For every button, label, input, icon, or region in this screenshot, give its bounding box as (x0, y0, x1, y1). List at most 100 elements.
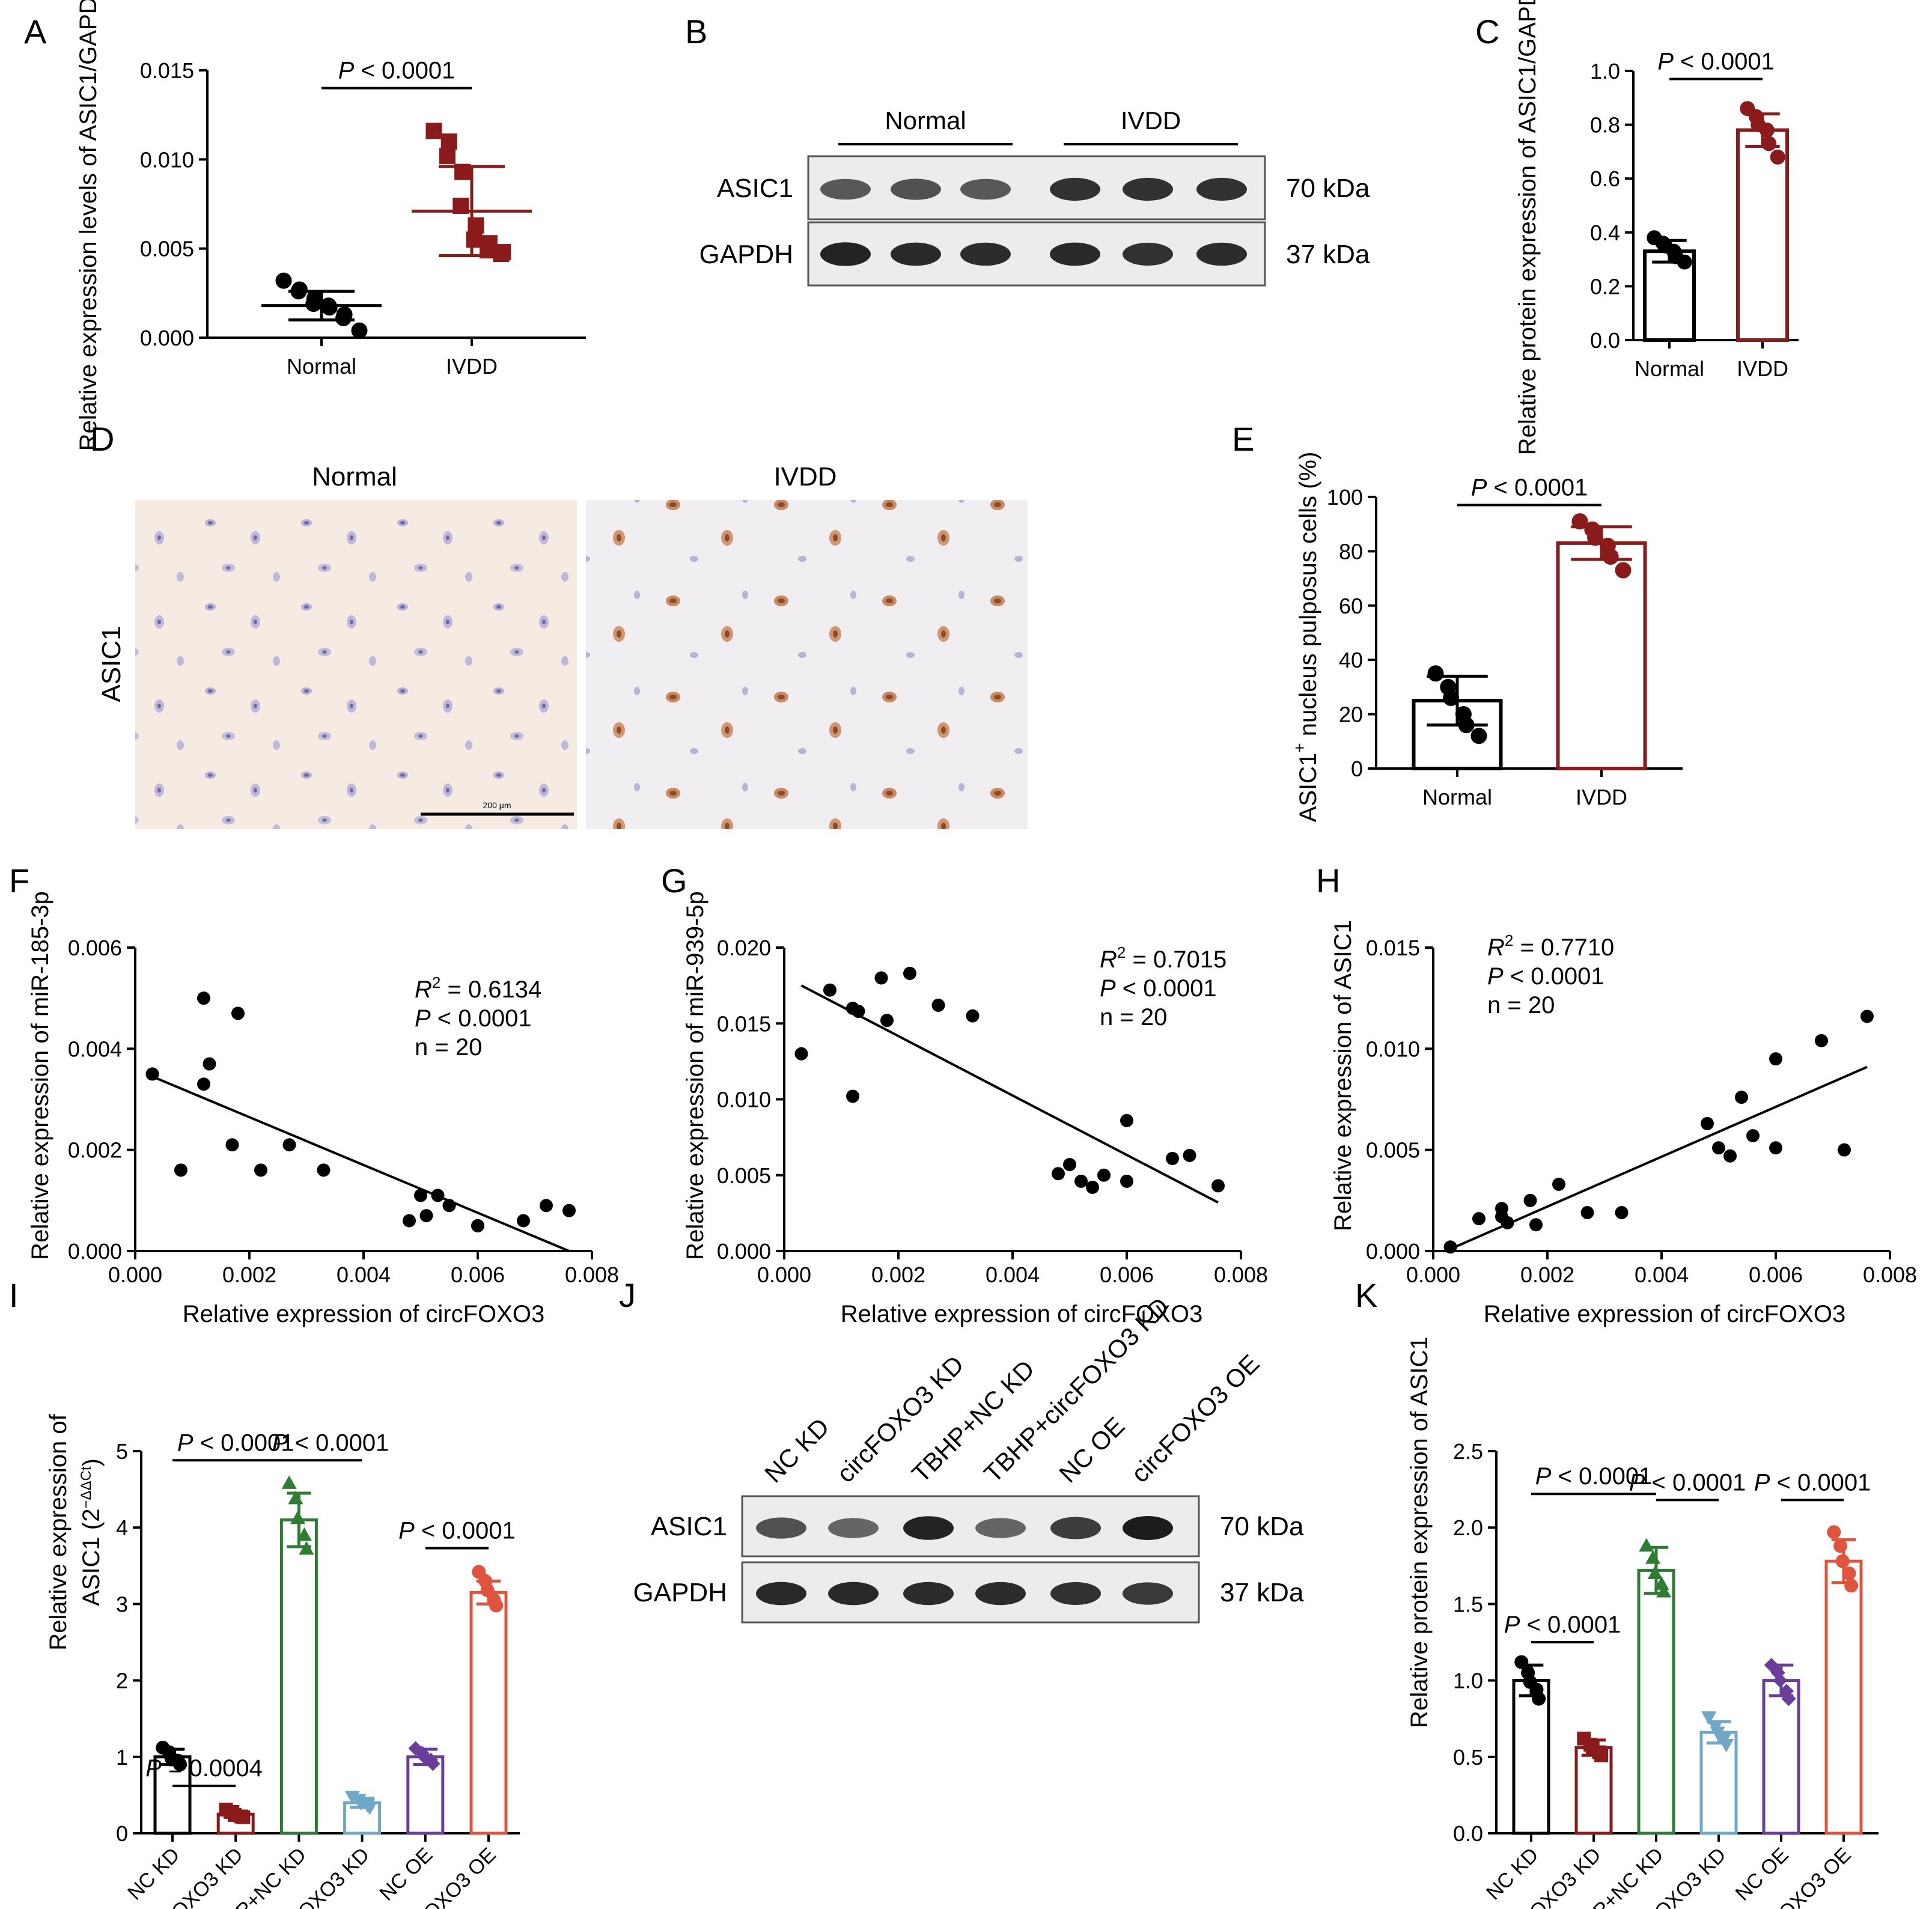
bar (1699, 1731, 1738, 1835)
blot-bands (820, 177, 1247, 266)
row-label-gapdh: GAPDH (699, 240, 793, 269)
y-tick-label: 0.010 (140, 147, 194, 172)
column-label-ivdd: IVDD (773, 462, 836, 492)
panel-label: H (1316, 862, 1340, 900)
y-tick-label: 0.015 (717, 1011, 771, 1036)
regression-line (800, 984, 1219, 1204)
panel-label: E (1232, 420, 1254, 458)
regression-line (151, 1075, 570, 1252)
data-point (1764, 1658, 1779, 1673)
y-axis-label-unit: ASIC1 (2−ΔΔCt) (78, 1458, 105, 1606)
data-point (493, 246, 510, 263)
significance-label: P < 0.0001 (272, 1429, 389, 1456)
x-tick-label: 0.006 (1100, 1262, 1154, 1287)
y-axis-label: Relative expression of miR-939-5p (682, 891, 709, 1260)
y-tick-label: 80 (1339, 539, 1363, 564)
y-axis-label: Relative expression levels of ASIC1/GAPD… (75, 0, 102, 451)
data-point (236, 1810, 251, 1824)
data-point (299, 1541, 314, 1555)
y-tick-label: 2 (116, 1669, 128, 1693)
bar (1762, 1679, 1800, 1835)
blot-band (1050, 1517, 1101, 1539)
y-tick-label: 0.2 (1590, 274, 1620, 299)
data-point (1615, 1206, 1629, 1220)
y-tick-label: 0.000 (68, 1239, 122, 1264)
data-point (1615, 562, 1632, 579)
x-tick-label: 0.002 (871, 1262, 925, 1287)
data-point (1719, 1738, 1734, 1753)
data-point (468, 217, 484, 234)
category-label: IVDD (1576, 785, 1627, 809)
category-label: NC OE (375, 1844, 437, 1905)
y-tick-label: 60 (1339, 594, 1363, 618)
blot-band (891, 242, 941, 266)
y-tick-label: 0.5 (1453, 1745, 1483, 1770)
data-point (517, 1214, 530, 1228)
data-point (1827, 1525, 1841, 1539)
data-point (1701, 1116, 1714, 1130)
data-point (540, 1199, 553, 1213)
y-axis-label: Relative expression of (45, 1413, 72, 1650)
category-label: NC KD (1482, 1844, 1543, 1905)
panel-b: B Normal IVDD ASIC1 GAPDH 70 kDa 37 kDa (685, 13, 1370, 287)
p-value-label: P < 0.0001 (415, 1005, 532, 1032)
bar (1643, 249, 1696, 342)
data-point (1120, 1113, 1133, 1127)
data-point (1472, 1212, 1486, 1226)
bar (1736, 128, 1789, 342)
y-axis-label: ASIC1+ nucleus pulposus cells (%) (1290, 452, 1321, 823)
data-point (472, 1565, 486, 1579)
blot-band (820, 242, 871, 266)
y-tick-label: 0.000 (1366, 1239, 1420, 1264)
category-label: NC KD (123, 1844, 184, 1905)
data-point (197, 991, 210, 1005)
data-point (480, 1583, 495, 1598)
y-tick-label: 1 (116, 1745, 128, 1770)
panel-label: F (9, 862, 29, 900)
data-point (281, 1475, 297, 1489)
plot-C: 0.0 0.2 0.4 0.6 0.8 1.0 Normal IVDD P < 0.0001 (1590, 48, 1799, 381)
blot-band (1123, 1516, 1173, 1540)
y-tick-label: 0.4 (1590, 221, 1620, 245)
data-point (431, 1189, 445, 1202)
data-point (1552, 1177, 1565, 1191)
data-point (296, 1527, 312, 1541)
blot-strip-gapdh (807, 221, 1266, 287)
data-point (1833, 1539, 1848, 1553)
panel-f: F Relative expression of miR-185-3p Rela… (9, 862, 544, 1327)
data-point (1211, 1179, 1225, 1193)
data-point (1645, 1550, 1661, 1564)
y-axis-label: Relative expression of miR-185-3p (27, 891, 53, 1260)
data-point (880, 1014, 894, 1028)
x-tick-label: 0.006 (451, 1262, 505, 1287)
data-point (1532, 1691, 1546, 1706)
bar (1512, 1679, 1550, 1835)
data-point (453, 197, 469, 214)
data-point (197, 1077, 210, 1091)
y-tick-label: 1.5 (1453, 1592, 1483, 1616)
data-point (1501, 1216, 1514, 1229)
significance-label: P < 0.0001 (338, 58, 456, 84)
r-squared-label: R2 = 0.6134 (415, 973, 541, 1003)
x-tick-label: 0.004 (1635, 1262, 1689, 1287)
blot-band (820, 178, 871, 200)
group-label-ivdd: IVDD (1121, 106, 1181, 135)
panel-label: A (24, 13, 47, 50)
data-point (173, 1758, 187, 1772)
y-tick-label: 0.005 (140, 237, 194, 261)
data-point (1639, 1538, 1654, 1552)
data-point (874, 971, 888, 985)
category-label: Normal (1422, 785, 1492, 809)
y-tick-label: 0.015 (1366, 936, 1420, 960)
data-point (425, 123, 442, 139)
significance-label: P < 0.0001 (1471, 475, 1588, 501)
data-point (1052, 1167, 1065, 1181)
data-point (275, 272, 292, 289)
blot-band (903, 1516, 954, 1540)
data-point (1712, 1141, 1725, 1155)
data-point (489, 1598, 504, 1613)
data-point (317, 1163, 331, 1177)
data-point (1063, 1158, 1076, 1172)
